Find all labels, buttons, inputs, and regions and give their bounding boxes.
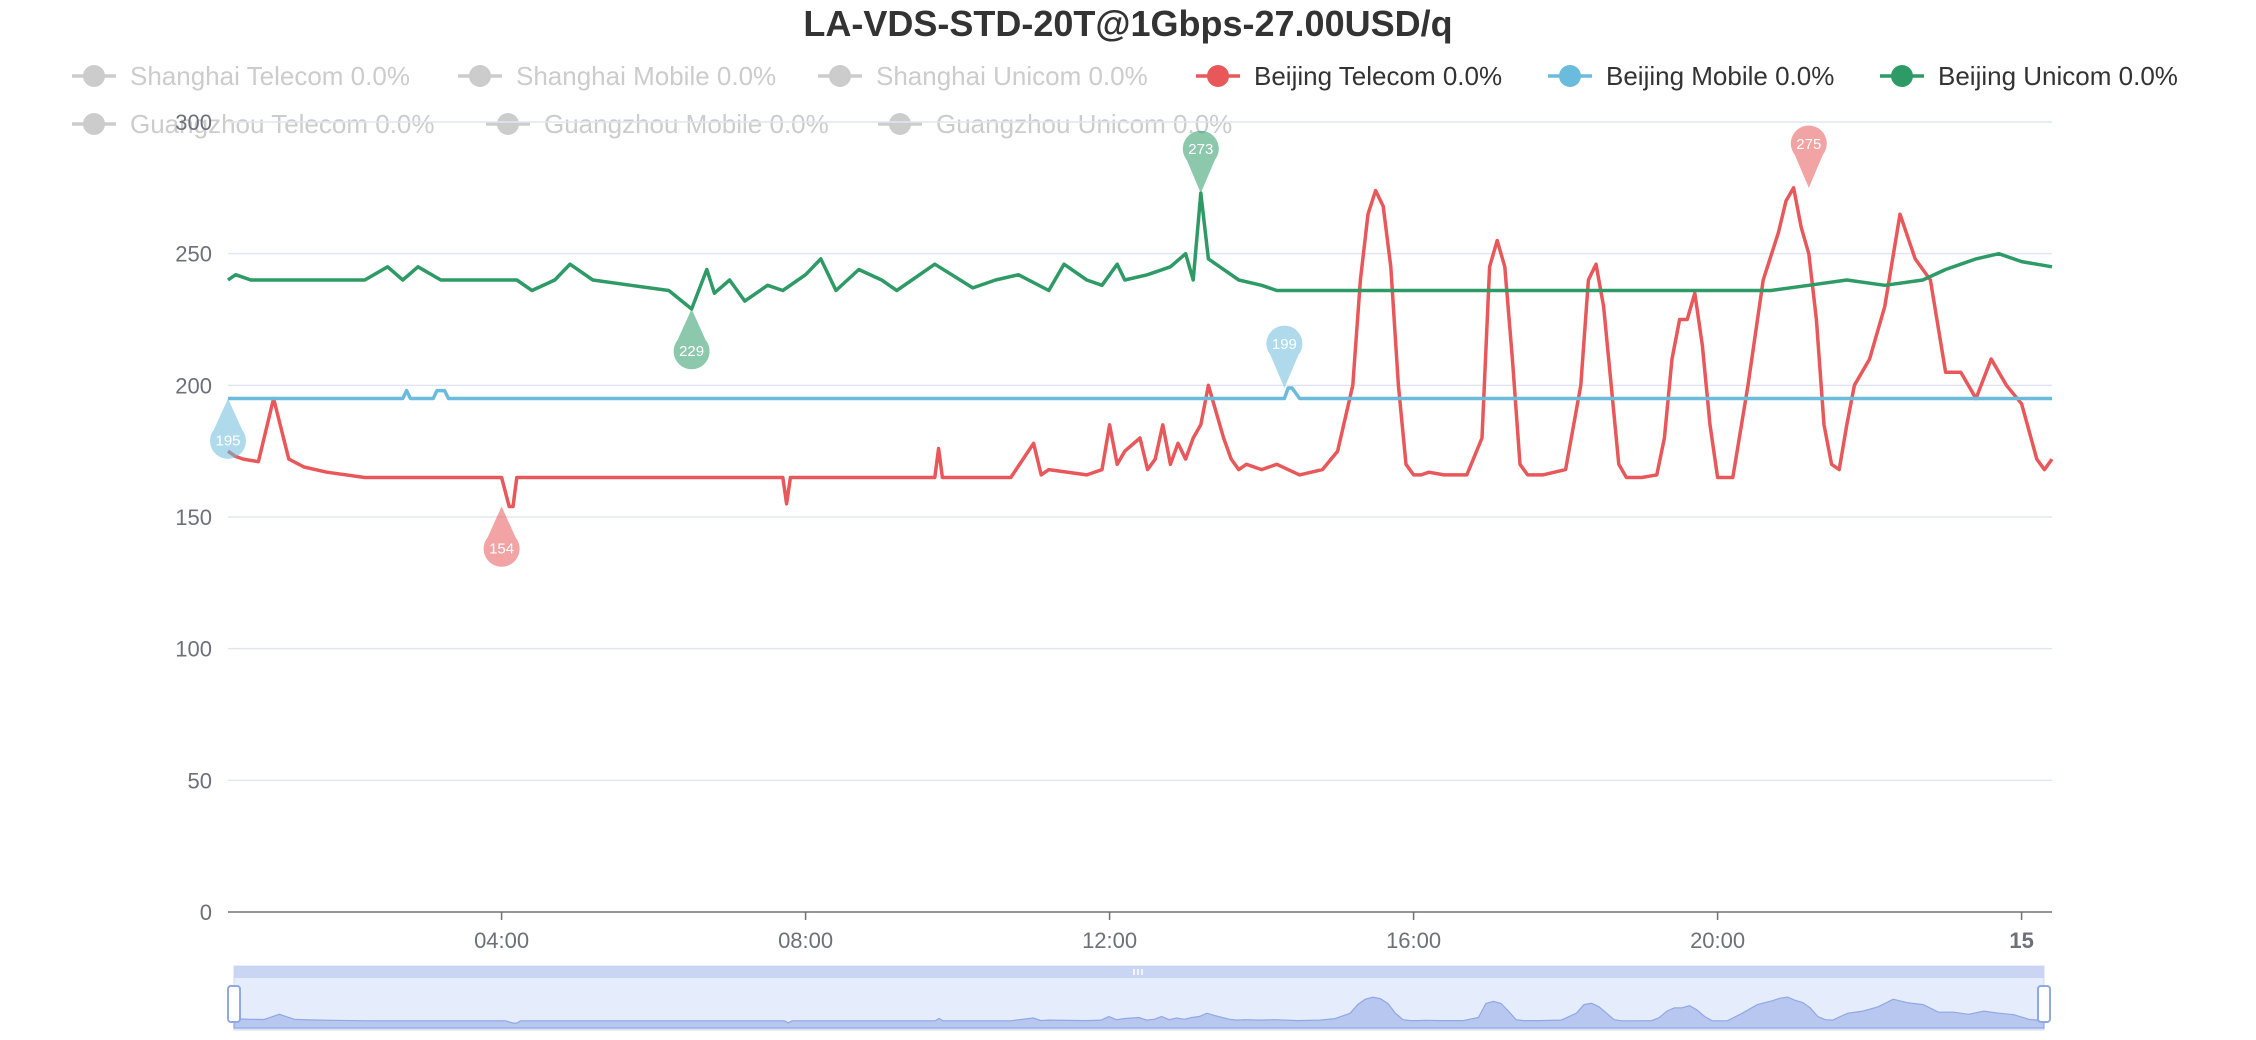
legend-label: Beijing Unicom 0.0% <box>1938 61 2178 91</box>
extreme-markers: 275 154 199 195 273 229 <box>210 125 1827 567</box>
marker-label: 273 <box>1188 141 1213 158</box>
y-axis: 0 50 100 150 200 250 300 <box>175 110 212 925</box>
x-tick-label: 04:00 <box>474 928 529 953</box>
x-tick-label: 12:00 <box>1082 928 1137 953</box>
zoom-preview <box>233 996 2045 1029</box>
legend-item-beijing-unicom[interactable]: Beijing Unicom 0.0% <box>1880 61 2178 91</box>
marker-pin <box>673 308 710 370</box>
marker-pin <box>1182 130 1219 194</box>
legend-label: Shanghai Telecom 0.0% <box>130 61 410 91</box>
legend-label: Shanghai Unicom 0.0% <box>876 61 1148 91</box>
marker-label: 154 <box>489 540 514 557</box>
series-line-beijing-mobile <box>228 386 2052 401</box>
y-tick-label: 300 <box>175 110 212 135</box>
marker-label: 229 <box>679 343 704 360</box>
zoom-handle-left[interactable] <box>227 985 241 1023</box>
zoom-handle-right[interactable] <box>2037 985 2051 1023</box>
x-tick-label: 15 <box>2009 928 2033 953</box>
legend-item-guangzhou-telecom[interactable]: Guangzhou Telecom 0.0% <box>72 109 435 139</box>
legend-label: Shanghai Mobile 0.0% <box>516 61 776 91</box>
legend-label: Guangzhou Mobile 0.0% <box>544 109 829 139</box>
y-tick-label: 50 <box>188 768 212 793</box>
marker-pin <box>483 506 520 567</box>
legend-item-beijing-telecom[interactable]: Beijing Telecom 0.0% <box>1196 61 1502 91</box>
series-lines <box>226 186 2054 509</box>
chart-title: LA-VDS-STD-20T@1Gbps-27.00USD/q <box>803 3 1452 44</box>
marker-pin <box>210 398 246 459</box>
chart-legend: Shanghai Telecom 0.0% Shanghai Mobile 0.0… <box>72 61 2178 139</box>
legend-label: Beijing Telecom 0.0% <box>1254 61 1502 91</box>
legend-item-shanghai-mobile[interactable]: Shanghai Mobile 0.0% <box>458 61 776 91</box>
marker-label: 195 <box>215 433 240 450</box>
x-tick-label: 08:00 <box>778 928 833 953</box>
marker-pin <box>1266 325 1303 388</box>
legend-label: Beijing Mobile 0.0% <box>1606 61 1834 91</box>
series-line-beijing-unicom <box>226 191 2053 311</box>
x-axis: 04:00 08:00 12:00 16:00 20:00 15 <box>228 911 2052 953</box>
marker-label: 199 <box>1272 336 1297 353</box>
y-tick-label: 250 <box>175 242 212 267</box>
x-tick-label: 20:00 <box>1690 928 1745 953</box>
marker-pin <box>1790 125 1827 188</box>
data-zoom-slider[interactable] <box>227 965 2051 1031</box>
legend-label: Guangzhou Unicom 0.0% <box>936 109 1232 139</box>
legend-item-beijing-mobile[interactable]: Beijing Mobile 0.0% <box>1548 61 1834 91</box>
grid-lines <box>228 121 2052 782</box>
legend-label: Guangzhou Telecom 0.0% <box>130 109 435 139</box>
legend-item-guangzhou-unicom[interactable]: Guangzhou Unicom 0.0% <box>878 109 1232 139</box>
y-tick-label: 100 <box>175 637 212 662</box>
legend-item-guangzhou-mobile[interactable]: Guangzhou Mobile 0.0% <box>486 109 829 139</box>
series-line-beijing-telecom <box>227 186 2054 509</box>
zoom-bar <box>234 966 2044 978</box>
legend-item-shanghai-telecom[interactable]: Shanghai Telecom 0.0% <box>72 61 410 91</box>
legend-item-shanghai-unicom[interactable]: Shanghai Unicom 0.0% <box>818 61 1148 91</box>
marker-label: 275 <box>1796 136 1821 153</box>
y-tick-label: 200 <box>175 373 212 398</box>
y-tick-label: 0 <box>200 900 212 925</box>
y-tick-label: 150 <box>175 505 212 530</box>
x-tick-label: 16:00 <box>1386 928 1441 953</box>
